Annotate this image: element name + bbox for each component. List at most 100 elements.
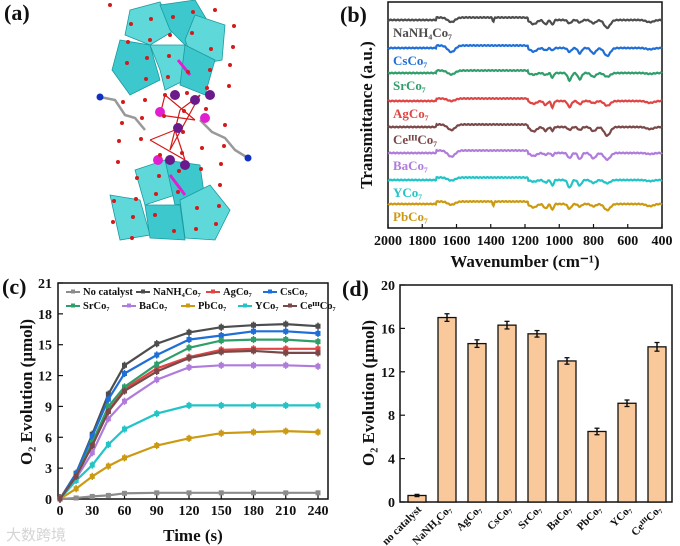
legend-marker: [71, 289, 75, 294]
bar: [647, 346, 667, 503]
category-label: SrCo₇: [516, 503, 545, 532]
y-tick-label: 20: [381, 279, 395, 294]
data-point: [186, 402, 192, 408]
oxygen-atom: [126, 40, 130, 44]
nitrogen-atom: [244, 154, 252, 162]
spectrum-line: [387, 122, 663, 137]
spectrum-line: [387, 15, 663, 30]
data-point: [283, 321, 289, 327]
oxygen-atom: [134, 197, 138, 201]
oxygen-atom: [200, 146, 204, 150]
oxygen-atom: [149, 17, 153, 21]
category-label: PbCo₇: [575, 503, 605, 533]
cobalt-atom: [165, 155, 175, 165]
plot-frame: [57, 282, 329, 500]
panel-label-b: (b): [340, 2, 367, 27]
oxygen-atom: [219, 162, 223, 166]
bond: [168, 174, 187, 196]
oxygen-atom: [190, 31, 194, 35]
oxygen-atom: [180, 151, 184, 155]
y-axis-title: Transmittance (a.u.): [357, 41, 376, 188]
x-tick-label: 30: [85, 504, 99, 519]
oxygen-atom: [111, 220, 115, 224]
polyhedron: [111, 39, 161, 96]
bar: [557, 360, 577, 503]
data-point: [122, 398, 127, 404]
legend-marker: [127, 303, 131, 308]
data-point: [186, 329, 192, 335]
data-point: [283, 350, 289, 356]
oxygen-atom: [140, 116, 144, 120]
y-tick-label: 12: [38, 370, 52, 385]
legend-label: AgCo₇: [223, 287, 252, 298]
data-point: [154, 341, 160, 347]
data-point: [186, 364, 192, 370]
oxygen-atom: [213, 8, 217, 12]
oxygen-atom: [163, 93, 167, 97]
data-point: [122, 490, 127, 496]
data-point: [89, 462, 95, 468]
data-point: [218, 338, 224, 344]
oxygen-atom: [168, 33, 172, 37]
data-point: [154, 411, 160, 417]
oxygen-atom: [172, 229, 176, 233]
y-tick-label: 12: [381, 366, 395, 381]
x-tick-label: 1200: [511, 234, 539, 249]
oxygen-atom: [194, 227, 198, 231]
oxygen-atom: [185, 91, 189, 95]
x-tick-label: 1000: [545, 234, 573, 249]
trace-label: NaNH₄Co₇: [393, 25, 452, 40]
trace-label: AgCo₇: [393, 106, 429, 121]
y-tick-label: 15: [38, 339, 52, 354]
data-point: [315, 339, 321, 345]
legend-marker: [71, 303, 75, 308]
oxygen-atom: [143, 98, 147, 102]
metal-atom: [155, 107, 165, 117]
data-point: [315, 490, 321, 496]
y-tick-label: 16: [381, 322, 395, 337]
cobalt-atom: [173, 123, 183, 133]
oxygen-atom: [199, 167, 203, 171]
category-label: AgCo₇: [454, 503, 484, 533]
data-point: [315, 346, 321, 352]
oxygen-atom: [166, 75, 170, 79]
x-tick-label: 0: [57, 504, 64, 519]
oxygen-atom: [223, 123, 227, 127]
metal-atom: [200, 113, 210, 123]
trace-label: CsCo₇: [393, 53, 427, 68]
cobalt-atom: [205, 90, 215, 100]
y-tick-label: 4: [388, 453, 395, 468]
ligand-chain: [199, 119, 249, 160]
data-point: [218, 349, 224, 355]
trace-label: YCo₇: [393, 185, 422, 200]
data-point: [218, 332, 224, 338]
bar: [617, 402, 637, 503]
oxygen-atom: [158, 153, 162, 157]
category-label: CeᴵᴵᴵCo₇: [629, 503, 664, 538]
bond: [149, 129, 176, 141]
oxygen-atom: [135, 176, 139, 180]
x-tick-label: 60: [118, 504, 132, 519]
crystal-structure-illustration: [96, 0, 252, 241]
legend-marker: [186, 303, 190, 308]
data-point: [186, 337, 192, 343]
data-point: [251, 322, 256, 328]
data-point: [89, 493, 95, 499]
oxygen-atom: [209, 47, 213, 51]
x-tick-label: 1600: [443, 234, 471, 249]
oxygen-atom: [205, 86, 209, 90]
x-tick-label: 800: [583, 234, 604, 249]
x-tick-label: 120: [179, 504, 200, 519]
legend-marker: [141, 289, 145, 294]
oxygen-atom: [232, 24, 236, 28]
oxygen-atom: [214, 222, 218, 226]
y-tick-label: 8: [388, 409, 395, 424]
oxygen-atom: [176, 190, 180, 194]
bond: [149, 139, 186, 161]
data-point: [122, 362, 127, 368]
y-axis-title: O₂ Evolution (μmol): [359, 320, 378, 466]
data-point: [89, 433, 95, 439]
oxygen-atom: [139, 137, 143, 141]
cobalt-atom: [180, 160, 190, 170]
